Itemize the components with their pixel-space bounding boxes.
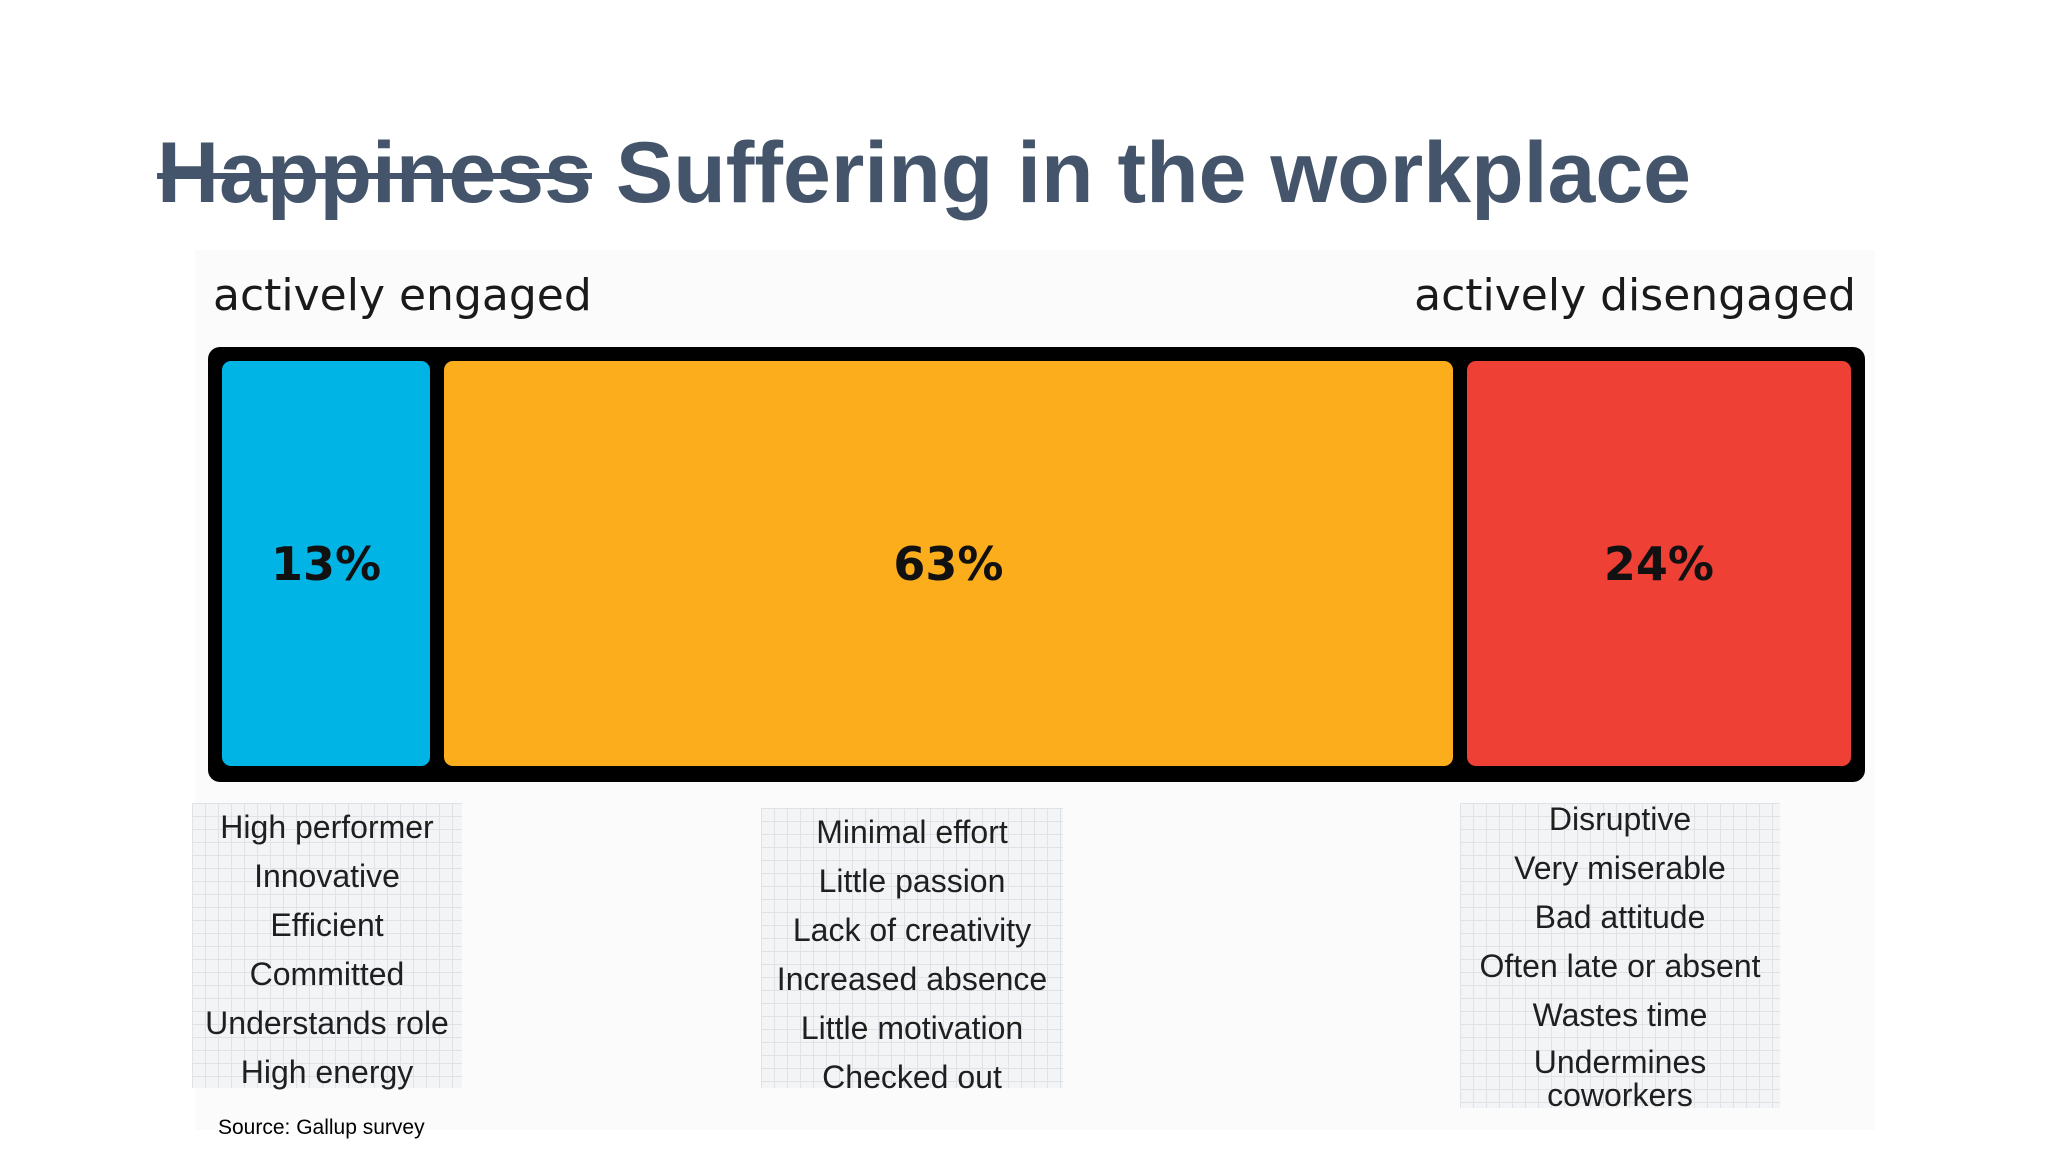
trait-item: Disruptive <box>1548 801 1692 837</box>
trait-item: Increased absence <box>776 961 1048 997</box>
disengaged-traits-list: Disruptive Very miserable Bad attitude Ofte… <box>1460 801 1780 1112</box>
trait-item: Innovative <box>254 858 400 894</box>
trait-item: Bad attitude <box>1534 899 1706 935</box>
trait-item: Undermines coworkers <box>1533 1044 1707 1113</box>
title-main: Suffering in the workplace <box>615 125 1691 221</box>
disengaged-segment: 24% <box>1466 361 1851 766</box>
trait-item: Little passion <box>818 863 1006 899</box>
trait-item: Very miserable <box>1514 850 1726 886</box>
source-note: Source: Gallup survey <box>218 1116 425 1139</box>
trait-item: High energy <box>240 1054 414 1090</box>
trait-item: High performer <box>220 809 434 845</box>
disengaged-segment-value-label: 24% <box>1603 536 1714 591</box>
struck-title-word: Happiness <box>157 125 592 221</box>
engaged-segment: 13% <box>222 361 431 766</box>
engaged-traits-list: High performer Innovative Efficient Committ… <box>192 803 462 1090</box>
trait-item: Checked out <box>822 1059 1002 1095</box>
slide-title: Happiness Suffering in the workplace <box>157 118 1691 228</box>
actively-disengaged-label: actively disengaged <box>1414 270 1856 321</box>
not-engaged-segment: 63% <box>444 361 1453 766</box>
trait-item: Little motivation <box>800 1010 1024 1046</box>
engaged-segment-value-label: 13% <box>271 536 382 591</box>
trait-item: Minimal effort <box>816 814 1008 850</box>
trait-item: Understands role <box>205 1005 449 1041</box>
not-engaged-segment-value-label: 63% <box>893 536 1004 591</box>
not-engaged-traits-list: Minimal effort Little passion Lack of crea… <box>761 808 1063 1095</box>
trait-item: Wastes time <box>1532 997 1708 1033</box>
trait-item: Lack of creativity <box>792 912 1032 948</box>
actively-engaged-label: actively engaged <box>213 270 592 321</box>
trait-item: Efficient <box>270 907 384 943</box>
trait-item: Committed <box>249 956 405 992</box>
stacked-bar-frame: 13% 63% 24% <box>208 347 1865 782</box>
trait-item: Often late or absent <box>1479 948 1761 984</box>
